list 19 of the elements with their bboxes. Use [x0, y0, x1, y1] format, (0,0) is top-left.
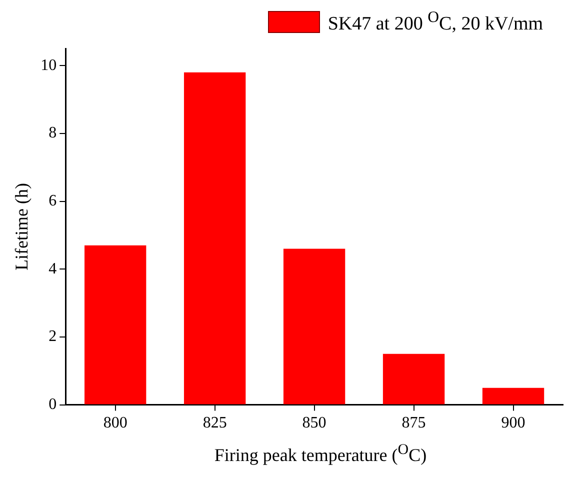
x-tick-label: 850 [302, 414, 326, 432]
y-tick-label: 10 [40, 56, 57, 74]
legend-label: SK47 at 200 $^{O}$C, 20 kV/mm [328, 8, 543, 36]
y-tick-label: 4 [48, 260, 57, 278]
x-tick-label: 875 [402, 414, 426, 432]
x-tick-label: 825 [202, 414, 227, 432]
y-axis-title: Lifetime (h) [12, 182, 32, 270]
bar [184, 72, 246, 404]
bar [482, 388, 544, 404]
x-axis-title: Firing peak temperature ($^{O}$C) [213, 442, 428, 466]
y-tick-label: 6 [48, 192, 57, 210]
y-tick-label: 8 [48, 124, 57, 142]
bar [382, 354, 445, 404]
x-tick-label: 800 [103, 414, 128, 432]
y-tick-label: 2 [48, 328, 57, 346]
x-tick-label: 900 [501, 414, 526, 432]
bar [283, 248, 346, 404]
bar [84, 245, 146, 404]
y-tick-label: 0 [48, 396, 57, 414]
